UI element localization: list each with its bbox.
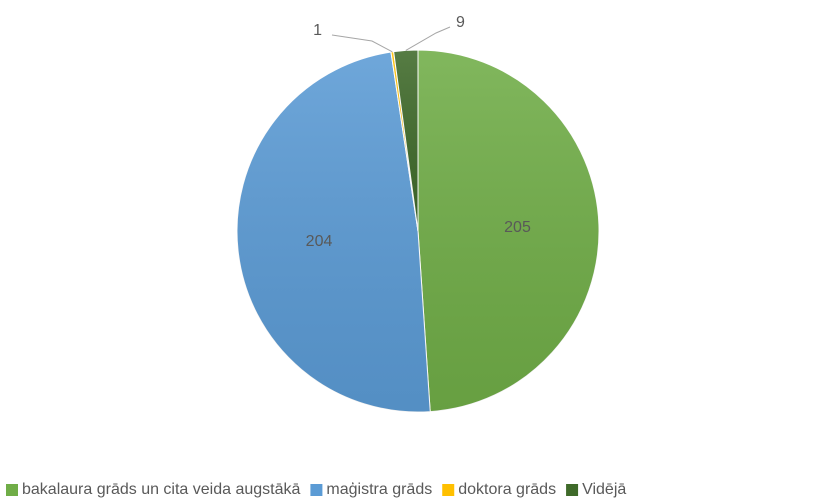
legend-swatch (442, 484, 455, 496)
data-label: 9 (456, 14, 465, 31)
leader-line (331, 34, 393, 53)
legend-swatch (310, 484, 323, 496)
slice-shade (393, 50, 418, 231)
legend-swatch (6, 484, 18, 496)
slice-shade (418, 50, 600, 412)
legend-swatch (566, 484, 579, 496)
legend-label: maģistra grāds (326, 480, 432, 498)
data-label: 204 (306, 233, 333, 250)
data-label: 205 (504, 219, 531, 236)
data-label: 1 (313, 22, 322, 39)
legend-label: Vidējā (582, 481, 626, 498)
leader-line (405, 26, 451, 51)
slice-shade (390, 51, 418, 232)
legend-label: bakalaura grāds un cita veida augstākā (22, 481, 301, 498)
legend-label: doktora grāds (458, 481, 556, 498)
slice-shade (236, 52, 431, 413)
